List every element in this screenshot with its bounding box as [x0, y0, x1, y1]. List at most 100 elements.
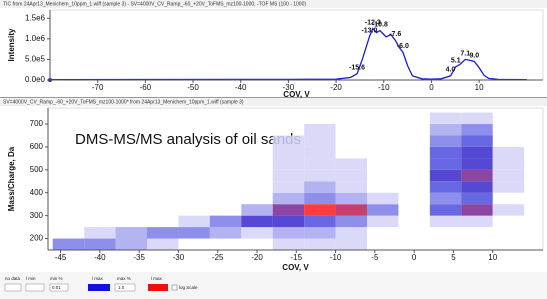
peak-label: -7.6	[389, 31, 401, 38]
y-axis-label: Mass/Charge, Da	[7, 146, 16, 211]
min-pct-box[interactable]	[49, 283, 69, 292]
y-tick-label: 200	[30, 234, 44, 243]
x-tick-label: -25	[212, 253, 224, 262]
heatmap-cell	[335, 192, 367, 205]
heatmap-cell	[241, 204, 273, 216]
heatmap-cell	[147, 227, 179, 239]
heatmap-cell	[304, 169, 336, 182]
heatmap-cell	[272, 158, 305, 170]
heatmap-cell	[335, 238, 367, 250]
peak-label: 9.0	[469, 52, 479, 59]
heatmap-cell	[272, 227, 305, 239]
heatmap-cell	[367, 192, 399, 205]
data-line	[49, 27, 527, 81]
top-header-bar	[0, 0, 547, 8]
heatmap-cell	[367, 204, 399, 216]
x-tick-label: -15	[291, 253, 303, 262]
y-tick-label: 0.0e0	[25, 75, 46, 84]
heatmap-cell	[304, 158, 336, 170]
x-tick-label: 10	[475, 83, 484, 92]
heatmap-cell	[492, 169, 525, 182]
heatmap-cell	[492, 146, 525, 159]
x-tick-label: -10	[378, 83, 390, 92]
x-tick-label: -70	[92, 83, 104, 92]
no-data-swatch[interactable]	[4, 283, 22, 292]
x-tick-label: -5	[371, 253, 379, 262]
heatmap-cell	[461, 181, 493, 193]
legend-text: min %	[50, 276, 63, 281]
y-tick-label: 1.0e6	[25, 34, 46, 43]
y-tick-label: 400	[30, 188, 44, 197]
heatmap-cell	[304, 215, 336, 228]
heatmap-cell	[429, 181, 462, 193]
legend-text: l max	[92, 276, 104, 281]
heatmap-cell	[304, 204, 336, 216]
heatmap-cell	[461, 135, 493, 147]
heatmap-cell	[461, 169, 493, 182]
heatmap-cell	[429, 124, 462, 136]
min-box[interactable]	[25, 283, 45, 292]
heatmap-cell	[304, 135, 336, 147]
heatmap-cell	[272, 238, 305, 250]
heatmap-cell	[241, 227, 273, 239]
heatmap-cell	[178, 215, 210, 228]
peak-label: -6.0	[397, 43, 409, 50]
heatmap-cell	[461, 124, 493, 136]
peak-label: 4.0	[446, 67, 456, 74]
x-axis-label: COV, V	[283, 90, 310, 99]
heatmap-cell	[304, 181, 336, 193]
heatmap-cell	[429, 169, 462, 182]
peak-label: -10.8	[372, 21, 388, 28]
max-value: 1.0	[118, 285, 125, 290]
max-color-swatch[interactable]	[88, 284, 110, 291]
x-tick-label: 0	[412, 253, 417, 262]
peak-label: -13.0	[361, 28, 377, 35]
heatmap-cell	[335, 227, 367, 239]
heatmap-cell	[429, 135, 462, 147]
heatmap-cell	[178, 227, 210, 239]
heatmap-cell	[335, 215, 367, 228]
legend-text: max %	[117, 276, 131, 281]
x-tick-label: 10	[488, 253, 497, 262]
y-tick-label: 500	[30, 165, 44, 174]
heatmap-cell	[272, 192, 305, 205]
heatmap-cell	[304, 192, 336, 205]
heatmap-cell	[461, 146, 493, 159]
peak-label: 7.1	[460, 50, 470, 57]
heatmap-cell	[304, 124, 336, 136]
x-tick-label: -40	[235, 83, 247, 92]
legend-controls: no data l min min % 0.01 l max max % 1.0…	[4, 276, 198, 292]
y-tick-label: 5.0e5	[25, 55, 46, 64]
x-tick-label: -20	[330, 83, 342, 92]
heatmap-cell	[367, 215, 399, 228]
legend-bar	[0, 272, 547, 299]
heatmap-cell	[84, 227, 116, 239]
min-value: 0.01	[52, 285, 61, 290]
x-tick-label: 0	[429, 83, 434, 92]
top-color-swatch[interactable]	[148, 284, 168, 291]
peak-label: 5.1	[451, 58, 461, 65]
peak-label: -12.3	[365, 19, 381, 26]
x-tick-label: -40	[94, 253, 106, 262]
heatmap-cell	[461, 112, 493, 125]
bottom-title: SV=4000V_CV_Ramp_-60_+20V_ToFMS_mz100-10…	[3, 99, 244, 105]
heatmap-cell	[335, 204, 367, 216]
heatmap-cell	[429, 204, 462, 216]
heatmap-cell	[492, 181, 525, 193]
heatmap-cell	[429, 112, 462, 125]
max-pct-box[interactable]	[114, 283, 136, 292]
heatmap-cell	[241, 215, 273, 228]
x-tick-label: -45	[55, 253, 67, 262]
y-axis-label: Intensity	[7, 28, 16, 61]
heatmap-cell	[429, 158, 462, 170]
heatmap-cell	[147, 238, 179, 250]
bottom-header-bar	[0, 98, 547, 106]
heatmap-cell	[272, 146, 305, 159]
heatmap-cell	[461, 215, 493, 228]
y-tick-label: 1.5e6	[25, 13, 46, 22]
heatmap-cell	[272, 204, 305, 216]
log-scale-checkbox[interactable]	[171, 284, 178, 291]
peak-label: -15.6	[349, 65, 365, 72]
legend-text: log Scale	[179, 285, 198, 290]
